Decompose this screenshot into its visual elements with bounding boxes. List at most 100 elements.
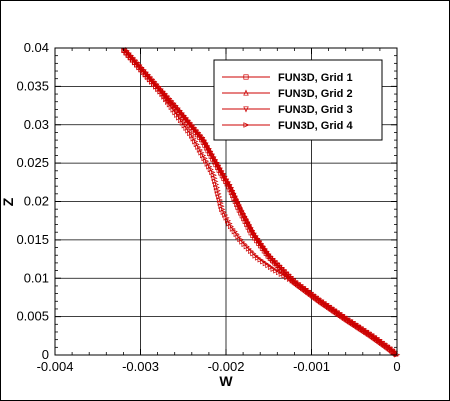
data-point: [215, 191, 222, 197]
data-point: [248, 227, 254, 234]
y-tick-label: 0.01: [24, 270, 49, 285]
legend-marker: [243, 106, 249, 113]
y-tick-label: 0.02: [24, 194, 49, 209]
data-point: [240, 213, 246, 220]
data-point: [172, 109, 179, 116]
data-point: [136, 64, 143, 71]
data-point: [232, 195, 238, 202]
data-point: [174, 112, 181, 118]
y-tick-label: 0.025: [16, 155, 49, 170]
data-point: [151, 81, 158, 88]
data-point: [229, 189, 236, 197]
legend-label: FUN3D, Grid 4: [278, 120, 353, 132]
data-point: [238, 210, 245, 217]
x-tick-label: -0.004: [37, 359, 74, 374]
data-point: [237, 207, 243, 214]
x-tick-label: -0.002: [208, 359, 245, 374]
y-tick-label: 0.015: [16, 232, 49, 247]
data-point: [187, 130, 194, 137]
data-point: [132, 59, 139, 66]
data-point: [177, 117, 185, 124]
legend-entry-4: FUN3D, Grid 4: [222, 120, 353, 132]
data-point: [185, 128, 192, 134]
data-point: [126, 52, 133, 59]
legend-box: [213, 59, 383, 141]
legend: FUN3D, Grid 1 FUN3D, Grid 2 FUN3D, Grid 3 F…: [213, 59, 383, 141]
data-point: [227, 223, 235, 230]
data-point: [168, 104, 175, 111]
data-point: [183, 125, 190, 131]
data-point: [243, 218, 249, 225]
data-point: [130, 57, 137, 63]
data-point: [241, 215, 248, 223]
data-point: [213, 181, 220, 188]
data-point: [159, 91, 166, 97]
legend-label: FUN3D, Grid 3: [278, 104, 353, 116]
data-point: [144, 74, 152, 80]
data-point: [230, 192, 237, 199]
data-point: [179, 120, 186, 126]
data-point: [181, 122, 188, 129]
data-point: [226, 184, 233, 191]
data-point: [231, 228, 238, 235]
data-point: [233, 198, 240, 205]
data-point: [163, 96, 170, 103]
data-point: [234, 201, 241, 208]
data-point: [149, 79, 156, 85]
data-point: [134, 62, 141, 68]
x-tick-label: -0.003: [122, 359, 159, 374]
data-point: [166, 101, 173, 108]
y-tick-label: 0.03: [24, 117, 49, 132]
y-tick-label: 0.005: [16, 309, 49, 324]
data-point: [228, 187, 234, 194]
data-point: [142, 72, 149, 78]
data-point: [211, 175, 218, 182]
data-point: [229, 226, 236, 232]
data-point: [170, 107, 177, 113]
y-tick-label: 0.04: [24, 40, 49, 55]
data-point: [161, 94, 168, 100]
data-point: [218, 203, 225, 209]
data-point: [236, 204, 242, 211]
legend-marker: [243, 74, 249, 80]
x-tick-label: 0: [393, 359, 400, 374]
data-point: [153, 84, 160, 90]
data-point: [176, 115, 183, 121]
data-point: [157, 89, 164, 95]
data-point: [140, 69, 147, 76]
legend-marker: [243, 89, 249, 96]
x-tick-label: -0.001: [293, 359, 330, 374]
y-tick-label: 0.035: [16, 78, 49, 93]
legend-marker: [243, 122, 250, 128]
legend-label: FUN3D, Grid 1: [278, 72, 353, 84]
x-axis-title: W: [219, 373, 233, 389]
series-layer: [121, 46, 401, 358]
data-point: [124, 50, 131, 56]
data-point: [233, 231, 240, 237]
legend-entry-3: FUN3D, Grid 3: [222, 104, 353, 116]
data-point: [212, 178, 219, 185]
series-4: [122, 47, 401, 358]
legend-label: FUN3D, Grid 2: [278, 88, 353, 100]
data-point: [138, 67, 145, 73]
data-point: [128, 54, 135, 61]
data-point: [237, 236, 244, 243]
data-point: [214, 187, 221, 194]
axis-ticks: -0.004 -0.003 -0.002 -0.001 0 0 0.005 0.01 0.015…: [16, 40, 400, 374]
legend-entry-2: FUN3D, Grid 2: [222, 88, 353, 100]
data-point: [235, 234, 242, 240]
data-point: [165, 99, 172, 105]
data-point: [217, 200, 224, 206]
data-point: [155, 86, 162, 93]
data-point: [216, 194, 223, 200]
data-point: [122, 47, 129, 54]
y-axis-title: Z: [0, 197, 16, 206]
data-point: [216, 197, 224, 203]
data-point: [147, 76, 154, 83]
data-point: [245, 221, 251, 228]
data-point: [210, 172, 217, 178]
legend-entry-1: FUN3D, Grid 1: [222, 72, 353, 84]
y-tick-label: 0: [42, 347, 49, 362]
data-point: [246, 224, 253, 231]
